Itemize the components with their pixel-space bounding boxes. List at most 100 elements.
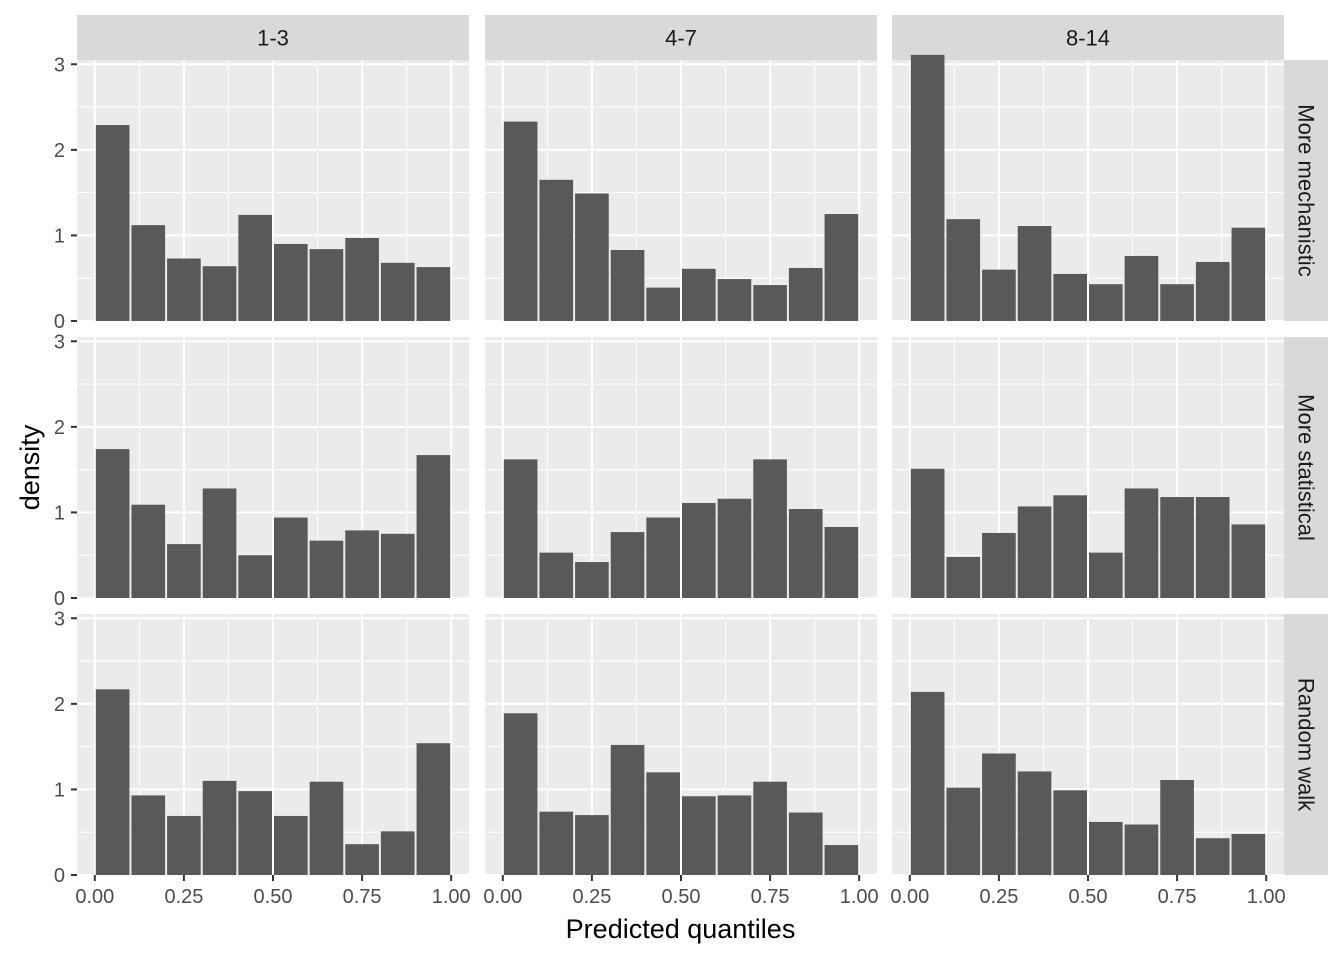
histogram-bar <box>788 267 823 321</box>
histogram-bar <box>503 459 538 598</box>
panel-8-14-random-walk <box>892 614 1284 876</box>
x-tick-label: 0.00 <box>483 886 522 908</box>
histogram-bar <box>167 258 201 321</box>
y-tick-label: 1 <box>54 225 65 247</box>
histogram-bar <box>238 791 272 875</box>
histogram-bar <box>575 562 609 598</box>
histogram-bar <box>539 179 574 321</box>
panel-8-14-more-mechanistic <box>892 54 1284 322</box>
col-strip-label: 1-3 <box>257 26 289 51</box>
histogram-bar <box>824 526 859 598</box>
histogram-bar <box>788 812 823 875</box>
histogram-bar <box>1160 284 1194 321</box>
histogram-bar <box>610 744 645 875</box>
x-tick-label: 0.75 <box>343 886 382 908</box>
row-strip <box>1284 614 1328 875</box>
histogram-bar <box>202 488 237 598</box>
histogram-bar <box>910 691 945 875</box>
histogram-bar <box>1053 790 1087 875</box>
histogram-bar <box>380 262 415 321</box>
col-strip <box>485 15 877 60</box>
histogram-bar <box>946 556 981 598</box>
histogram-bar <box>646 517 680 598</box>
histogram-bar <box>1195 497 1230 598</box>
histogram-bar <box>1017 771 1052 875</box>
row-strip-label: More mechanistic <box>1294 104 1319 276</box>
col-strip-label: 8-14 <box>1066 26 1110 51</box>
row-strip <box>1284 60 1328 321</box>
histogram-bar <box>717 498 752 598</box>
histogram-bar <box>95 125 130 321</box>
histogram-bar <box>416 455 451 598</box>
histogram-bar <box>202 266 237 321</box>
y-tick-label: 2 <box>54 694 65 716</box>
histogram-bar <box>910 54 945 322</box>
x-tick-label: 0.25 <box>572 886 611 908</box>
histogram-bar <box>1160 497 1194 598</box>
histogram-bar <box>274 815 308 875</box>
panel-4-7-more-statistical <box>485 337 877 599</box>
histogram-bar <box>539 811 574 875</box>
histogram-bar <box>202 780 237 875</box>
histogram-bar <box>824 214 859 321</box>
histogram-bar <box>682 503 716 598</box>
panel-4-7-more-mechanistic <box>485 60 877 322</box>
x-tick-label: 0.00 <box>75 886 114 908</box>
col-strip <box>892 15 1284 60</box>
histogram-bar <box>1160 780 1194 875</box>
y-tick-label: 3 <box>54 608 65 630</box>
panel-8-14-more-statistical <box>892 337 1284 599</box>
histogram-bar <box>1124 255 1159 321</box>
histogram-bar <box>682 796 716 875</box>
histogram-bar <box>1124 824 1159 875</box>
y-tick-label: 1 <box>54 502 65 524</box>
histogram-bar <box>1089 284 1123 321</box>
histogram-bar <box>309 540 344 598</box>
histogram-bar <box>345 844 379 875</box>
histogram-bar <box>309 781 344 875</box>
histogram-bar <box>95 689 130 875</box>
histogram-bar <box>946 219 981 321</box>
x-tick-label: 0.75 <box>751 886 790 908</box>
histogram-bar <box>539 552 574 598</box>
histogram-bar <box>416 743 451 875</box>
col-strip <box>77 15 469 60</box>
histogram-bar <box>238 214 272 321</box>
histogram-bar <box>753 285 787 321</box>
histogram-bar <box>1195 261 1230 321</box>
y-tick-label: 0 <box>54 311 65 333</box>
histogram-bar <box>503 121 538 321</box>
y-tick-label: 2 <box>54 140 65 162</box>
histogram-bar <box>982 269 1016 321</box>
x-tick-label: 0.50 <box>254 886 293 908</box>
row-strip <box>1284 337 1328 598</box>
panel-1-3-more-mechanistic <box>77 60 469 322</box>
histogram-bar <box>131 504 166 598</box>
histogram-bar <box>575 815 609 875</box>
histogram-bar <box>274 517 308 598</box>
histogram-bar <box>982 532 1016 598</box>
histogram-bar <box>1089 552 1123 598</box>
x-tick-label: 0.75 <box>1158 886 1197 908</box>
panel-4-7-random-walk <box>485 614 877 876</box>
x-tick-label: 1.00 <box>840 886 879 908</box>
y-tick-label: 1 <box>54 779 65 801</box>
col-strip-label: 4-7 <box>665 26 697 51</box>
histogram-bar <box>1231 227 1266 321</box>
histogram-bar <box>1017 226 1052 321</box>
histogram-bar <box>131 795 166 875</box>
histogram-bar <box>575 193 609 321</box>
x-axis-title: Predicted quantiles <box>566 914 796 944</box>
histogram-bar <box>1231 833 1266 875</box>
y-axis-title: density <box>15 424 45 510</box>
histogram-bar <box>682 268 716 321</box>
y-tick-label: 3 <box>54 54 65 76</box>
histogram-bar <box>788 509 823 598</box>
y-tick-label: 2 <box>54 417 65 439</box>
x-tick-label: 0.25 <box>164 886 203 908</box>
histogram-bar <box>610 249 645 321</box>
y-tick-label: 0 <box>54 588 65 610</box>
histogram-bar <box>1195 838 1230 875</box>
histogram-bar <box>380 533 415 598</box>
